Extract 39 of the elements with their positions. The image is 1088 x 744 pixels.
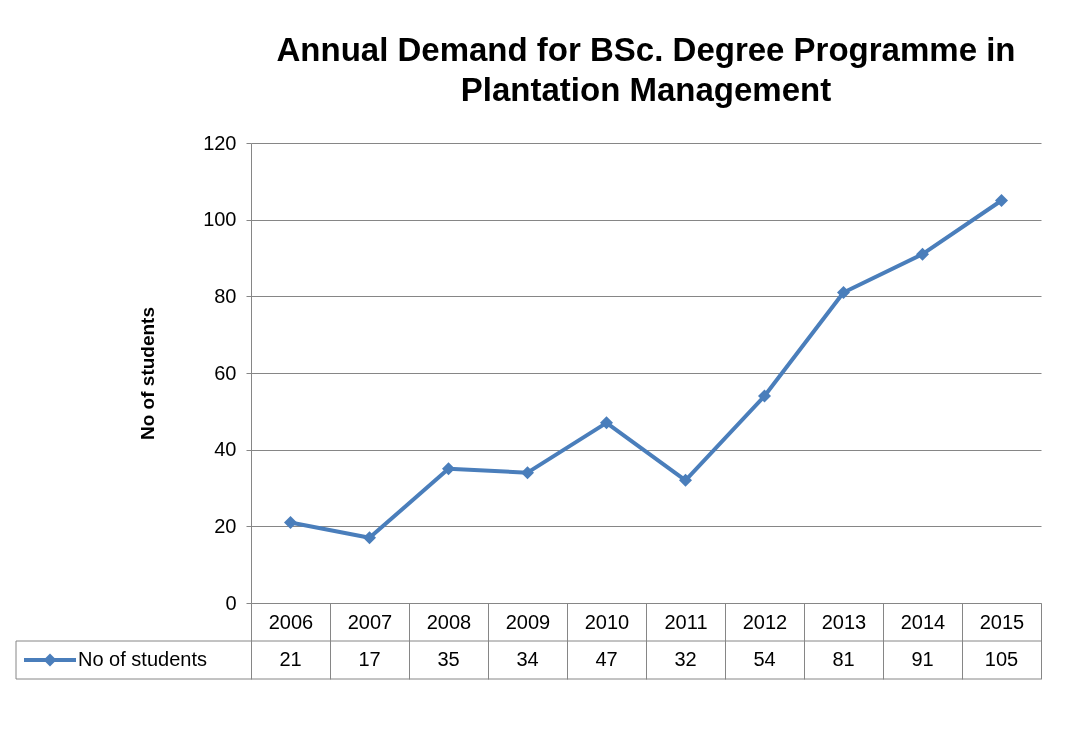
- point: [915, 247, 930, 261]
- x-tick-label: 2015: [979, 610, 1025, 633]
- y-tick-label: 100: [203, 208, 237, 231]
- y-tick-label: 40: [214, 438, 237, 461]
- data-label: 21: [279, 648, 302, 670]
- x-tick-label: 2008: [426, 610, 472, 633]
- point: [599, 416, 614, 430]
- data-label: 17: [358, 648, 381, 670]
- point: [757, 389, 772, 403]
- point: [362, 531, 377, 545]
- y-tick-label: 120: [203, 131, 237, 154]
- y-tick-label: 80: [214, 284, 237, 307]
- data-label: 54: [753, 648, 776, 670]
- x-tick-label: 2011: [664, 610, 708, 633]
- x-tick-label: 2009: [505, 610, 551, 633]
- data-label: 32: [674, 648, 697, 670]
- point: [994, 193, 1009, 208]
- y-tick-label: 20: [214, 514, 237, 537]
- y-tick-label: 0: [225, 591, 237, 614]
- y-axis-title: No of students: [137, 307, 159, 440]
- x-tick-label: 2013: [821, 610, 867, 633]
- data-label: 81: [832, 648, 855, 670]
- data-label: 34: [516, 648, 539, 670]
- x-tick-label: 2006: [268, 610, 314, 633]
- chart-title: Annual Demand for BSc. Degree Programme in Plantation Management: [276, 31, 1016, 108]
- x-tick-label: 2014: [900, 610, 946, 633]
- data-label: 91: [911, 648, 934, 670]
- data-label: 105: [984, 648, 1019, 670]
- point: [836, 285, 851, 300]
- point: [283, 515, 298, 530]
- x-tick-label: 2007: [347, 610, 393, 633]
- data-label: 47: [595, 648, 618, 670]
- point: [520, 466, 535, 480]
- data-label: 35: [437, 648, 460, 670]
- x-tick-label: 2010: [584, 610, 630, 633]
- legend-label: No of students: [78, 648, 207, 670]
- x-tick-label: 2012: [742, 610, 788, 633]
- point: [678, 473, 693, 487]
- y-tick-label: 60: [214, 361, 237, 384]
